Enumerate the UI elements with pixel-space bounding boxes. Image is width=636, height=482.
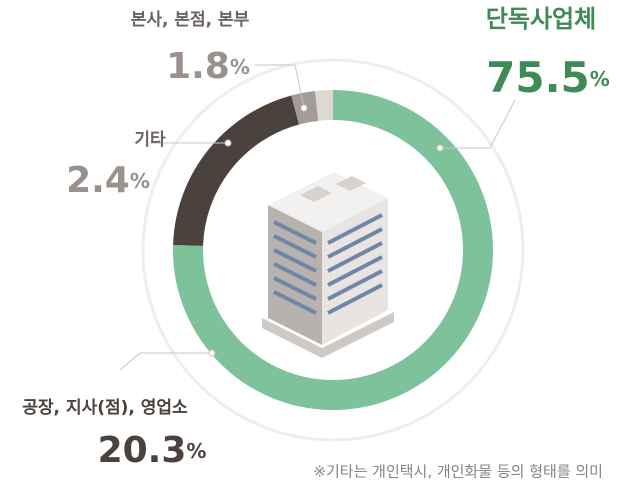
leader-dot [224,139,232,147]
value-label: 1.8% [166,46,250,87]
footnote: ※기타는 개인택시, 개인화물 등의 형태를 의미 [313,463,603,481]
value-number: 2.4 [66,160,130,201]
value-unit: % [230,55,250,79]
category-label: 기타 [134,130,166,150]
value-label: 2.4% [66,160,150,201]
donut-segment [173,95,300,247]
leader-dot [208,349,216,357]
value-number: 1.8 [166,46,230,87]
value-unit: % [590,67,610,91]
category-label: 공장, 지사(점), 영업소 [22,398,188,418]
donut-segment [173,90,493,410]
category-label: 본사, 본점, 본부 [131,10,250,30]
outer-ring [141,58,525,442]
value-number: 75.5 [486,53,590,102]
value-label: 20.3% [98,430,207,471]
leader-dot [300,104,308,112]
value-number: 20.3 [98,430,187,471]
value-unit: % [130,169,150,193]
category-label: 단독사업체 [486,5,596,33]
building [262,172,394,358]
leader-lines [119,64,516,371]
value-unit: % [186,439,206,463]
donut-segment [314,90,334,121]
leader-dot [436,144,444,152]
value-label: 75.5% [486,53,610,102]
